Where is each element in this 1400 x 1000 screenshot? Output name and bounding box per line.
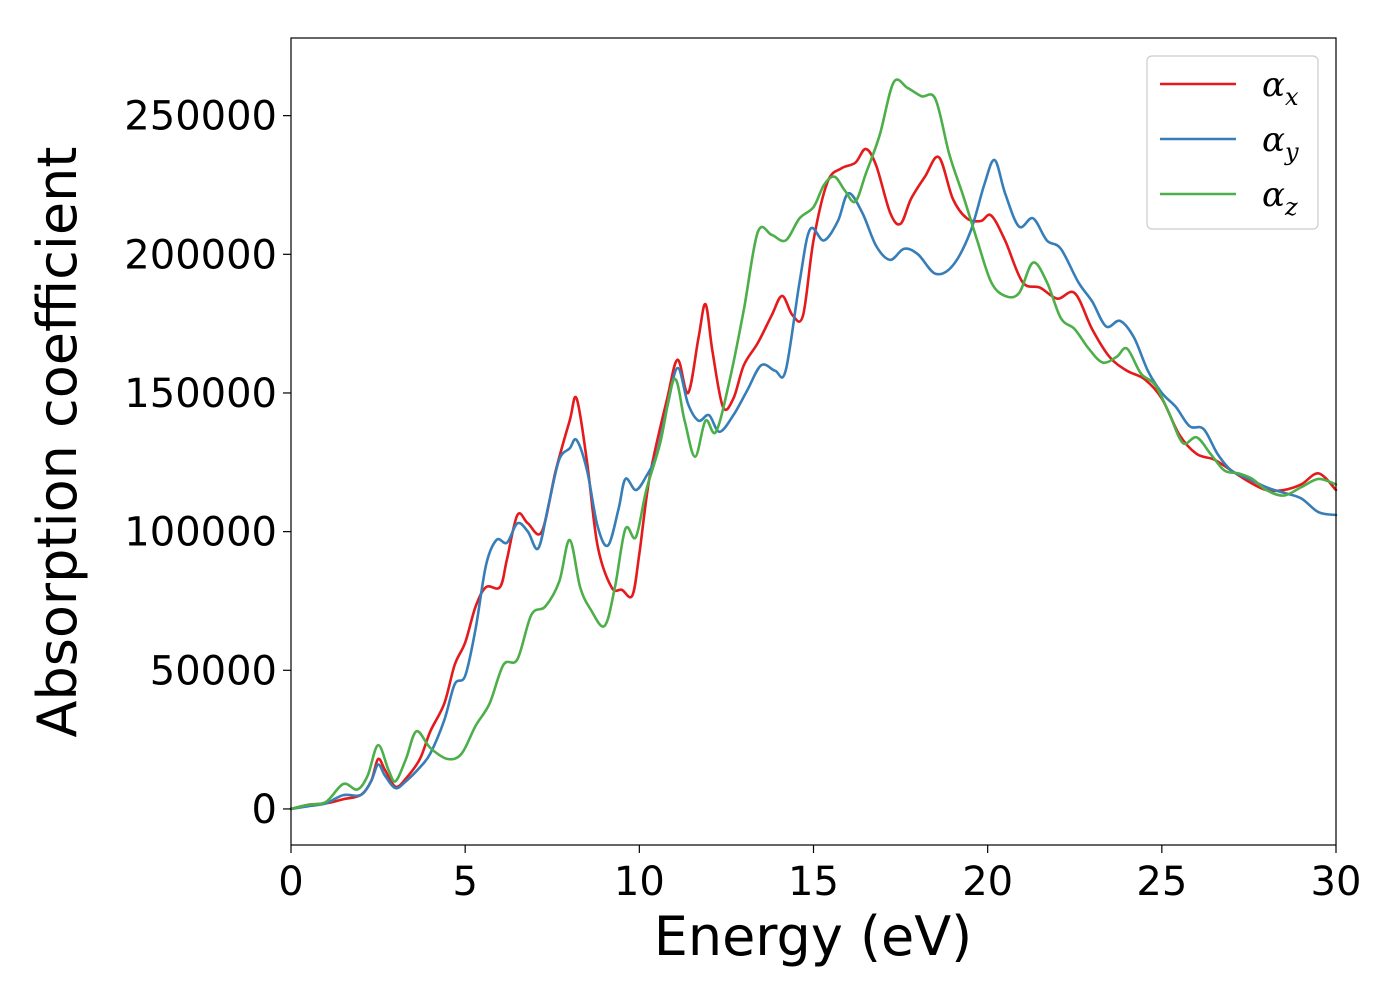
y-tick-label: 100000 [124, 510, 277, 556]
legend-label-symbol: α [1262, 175, 1285, 215]
y-tick-label: 50000 [150, 648, 277, 694]
y-tick-label: 150000 [124, 371, 277, 417]
legend-label-subscript: x [1285, 83, 1299, 111]
legend-label-subscript: z [1284, 193, 1298, 221]
legend-frame [1146, 55, 1319, 230]
plot-lines [289, 78, 1338, 811]
y-axis: 0 50000 100000 150000 200000 250000 [124, 94, 291, 833]
y-axis-title: Absorption coefficient [26, 147, 89, 738]
x-tick-label: 20 [962, 859, 1013, 905]
legend-label-x: αx [1262, 65, 1299, 111]
x-tick-label: 0 [278, 859, 303, 905]
y-tick-label: 250000 [124, 94, 277, 140]
x-tick-label: 30 [1311, 859, 1362, 905]
y-tick-label: 200000 [124, 232, 277, 278]
series-line-x [289, 147, 1338, 811]
legend-label-y: αy [1262, 120, 1299, 166]
series-line-z [289, 78, 1338, 811]
x-tick-label: 10 [614, 859, 665, 905]
x-tick-label: 5 [452, 859, 477, 905]
y-tick-label: 0 [252, 787, 277, 833]
x-axis: 0 5 10 15 20 25 30 [278, 845, 1361, 905]
legend-label-subscript: y [1284, 138, 1299, 166]
legend-label-symbol: α [1262, 65, 1285, 105]
legend-label-z: αz [1262, 175, 1298, 221]
x-axis-title: Energy (eV) [654, 905, 973, 968]
x-tick-label: 25 [1136, 859, 1187, 905]
series-line-y [289, 158, 1338, 811]
x-tick-label: 15 [788, 859, 839, 905]
legend-label-symbol: α [1262, 120, 1285, 160]
